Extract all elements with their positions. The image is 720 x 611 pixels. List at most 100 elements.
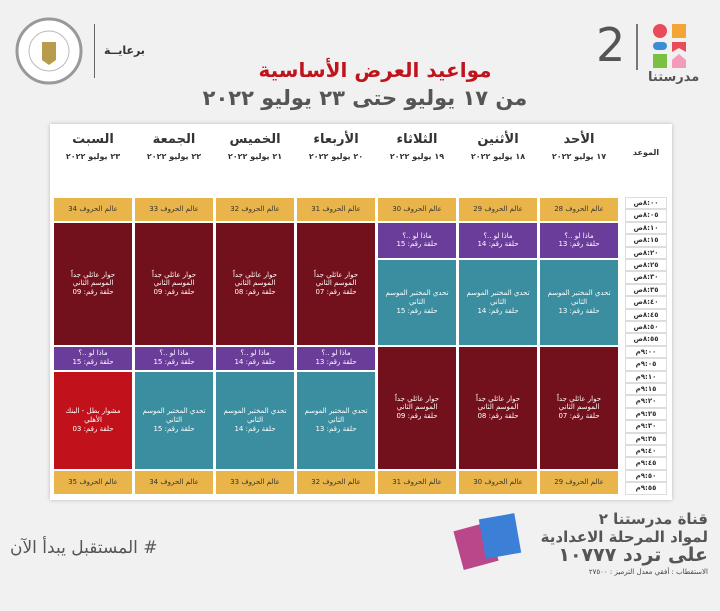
program-title: عالم الحروف 30 xyxy=(473,477,523,486)
program-title: عالم الحروف 34 xyxy=(68,205,118,214)
program-title: تحدي المختبر الموسم الثاني xyxy=(223,407,287,424)
program-title: ماذا لو ..؟ xyxy=(240,349,270,358)
time-slot: ٩:٥٠م xyxy=(625,469,667,483)
program-block: عالم الحروف 30 xyxy=(459,470,537,494)
day-name: الأثنين xyxy=(477,132,519,147)
program-block: تحدي المختبر الموسم الثاني حلقة رقم: 13 xyxy=(297,371,375,469)
program-episode: حلقة رقم: 13 xyxy=(558,306,600,315)
time-slot: ٩:٢٠م xyxy=(625,395,667,408)
program-episode: حلقة رقم: 09 xyxy=(153,288,195,297)
time-slot: ٩:٤٥م xyxy=(625,457,667,470)
program-title: عالم الحروف 32 xyxy=(230,205,280,214)
time-slot: ٩:٠٠م xyxy=(625,345,667,359)
time-slot: ٩:٠٥م xyxy=(625,358,667,371)
day-name: الأربعاء xyxy=(313,132,359,147)
program-block: ماذا لو ..؟ حلقة رقم: 15 xyxy=(378,222,456,258)
program-episode: حلقة رقم: 14 xyxy=(234,358,276,367)
day-date: ٢٢ يوليو ٢٠٢٢ xyxy=(146,152,202,161)
program-title: ماذا لو ..؟ xyxy=(321,349,351,358)
program-title: ماذا لو ..؟ xyxy=(564,231,594,240)
time-slot: ٩:٥٥م xyxy=(625,482,667,495)
program-title: ماذا لو ..؟ xyxy=(159,349,189,358)
program-title: ماذا لو ..؟ xyxy=(78,349,108,358)
program-title: حوار عائلي جداً الموسم الثاني xyxy=(556,394,602,412)
channel-logo xyxy=(653,24,686,68)
channel-number: 2 xyxy=(596,18,626,72)
program-block: تحدي المختبر الموسم الثاني حلقة رقم: 15 xyxy=(135,371,213,469)
program-block: عالم الحروف 30 xyxy=(378,198,456,221)
program-title: ماذا لو ..؟ xyxy=(483,231,513,240)
program-block: عالم الحروف 34 xyxy=(54,198,132,221)
program-block: تحدي المختبر الموسم الثاني حلقة رقم: 13 xyxy=(540,260,618,345)
program-block: حوار عائلي جداً الموسم الثاني حلقة رقم: 0… xyxy=(459,346,537,469)
program-episode: حلقة رقم: 07 xyxy=(558,412,600,421)
program-title: عالم الحروف 33 xyxy=(149,205,199,214)
program-title: حوار عائلي جداً الموسم الثاني xyxy=(151,270,197,288)
program-episode: حلقة رقم: 15 xyxy=(72,358,114,367)
brand: مدرستنا xyxy=(648,70,700,85)
day-name: الأحد xyxy=(563,132,595,147)
time-slot: ٨:٥٥ص xyxy=(625,333,667,346)
program-block: ماذا لو ..؟ حلقة رقم: 15 xyxy=(135,346,213,370)
specs: الاستقطاب : أفقي معدل الترميز : ٢٧٥٠٠ xyxy=(588,568,708,576)
program-block: عالم الحروف 29 xyxy=(459,198,537,221)
time-slot: ٨:٠٠ص xyxy=(625,197,667,210)
program-block: ماذا لو ..؟ حلقة رقم: 14 xyxy=(459,222,537,258)
program-episode: حلقة رقم: 15 xyxy=(396,306,438,315)
hashtag: # المستقبل يبدأ الآن xyxy=(10,538,158,558)
program-episode: حلقة رقم: 14 xyxy=(477,306,519,315)
program-block: حوار عائلي جداً الموسم الثاني حلقة رقم: 0… xyxy=(135,222,213,345)
time-slot: ٨:٢٠ص xyxy=(625,246,667,259)
program-block: عالم الحروف 31 xyxy=(297,198,375,221)
time-slot: ٨:١٥ص xyxy=(625,234,667,247)
day-date: ٢٠ يوليو ٢٠٢٢ xyxy=(308,152,364,161)
time-slot: ٩:١٠م xyxy=(625,370,667,383)
program-title: حوار عائلي جداً الموسم الثاني xyxy=(394,394,440,412)
day-name: السبت xyxy=(72,132,114,147)
program-episode: حلقة رقم: 14 xyxy=(477,240,519,249)
program-episode: حلقة رقم: 07 xyxy=(315,288,357,297)
time-slot: ٨:٣٥ص xyxy=(625,283,667,297)
time-slot: ٨:٥٠ص xyxy=(625,321,667,334)
program-title: عالم الحروف 31 xyxy=(392,477,442,486)
frequency: على تردد ١٠٧٧٧ xyxy=(558,544,708,566)
divider xyxy=(94,24,95,78)
program-title: تحدي المختبر الموسم الثاني xyxy=(385,289,449,307)
divider xyxy=(636,24,638,70)
program-title: تحدي المختبر الموسم الثاني xyxy=(142,407,206,424)
program-title: تحدي المختبر الموسم الثاني xyxy=(304,407,368,424)
program-title: عالم الحروف 35 xyxy=(68,477,118,486)
program-block: حوار عائلي جداً الموسم الثاني حلقة رقم: 0… xyxy=(378,346,456,469)
program-title: عالم الحروف 30 xyxy=(392,205,442,214)
program-block: تحدي المختبر الموسم الثاني حلقة رقم: 15 xyxy=(378,260,456,345)
stage: لمواد المرحلة الاعدادية xyxy=(540,528,708,546)
subtitle: من ١٧ يوليو حتى ٢٣ يوليو ٢٠٢٢ xyxy=(202,86,528,110)
program-block: ماذا لو ..؟ حلقة رقم: 13 xyxy=(297,346,375,370)
program-block: تحدي المختبر الموسم الثاني حلقة رقم: 14 xyxy=(459,260,537,345)
time-slot: ٩:٤٠م xyxy=(625,445,667,458)
program-block: ماذا لو ..؟ حلقة رقم: 13 xyxy=(540,222,618,258)
program-episode: حلقة رقم: 14 xyxy=(234,424,276,433)
program-title: حوار عائلي جداً الموسم الثاني xyxy=(475,394,521,412)
books-icon xyxy=(453,513,522,570)
day-date: ٢٣ يوليو ٢٠٢٢ xyxy=(65,152,121,161)
program-block: ماذا لو ..؟ حلقة رقم: 15 xyxy=(54,346,132,370)
program-episode: حلقة رقم: 15 xyxy=(153,424,195,433)
program-episode: حلقة رقم: 08 xyxy=(234,288,276,297)
program-title: عالم الحروف 29 xyxy=(473,205,523,214)
program-title: حوار عائلي جداً الموسم الثاني xyxy=(70,270,116,288)
program-title: عالم الحروف 31 xyxy=(311,205,361,214)
program-episode: حلقة رقم: 03 xyxy=(72,424,114,433)
sponsor: برعايــة xyxy=(104,44,145,57)
ministry-logo xyxy=(15,17,83,85)
program-block: عالم الحروف 34 xyxy=(135,470,213,494)
time-slot: ٨:١٠ص xyxy=(625,221,667,235)
program-block: حوار عائلي جداً الموسم الثاني حلقة رقم: 0… xyxy=(297,222,375,345)
program-block: ماذا لو ..؟ حلقة رقم: 14 xyxy=(216,346,294,370)
program-episode: حلقة رقم: 09 xyxy=(72,288,114,297)
time-slot: ٩:٢٥م xyxy=(625,407,667,421)
program-title: عالم الحروف 32 xyxy=(311,477,361,486)
program-block: عالم الحروف 33 xyxy=(216,470,294,494)
program-block: عالم الحروف 33 xyxy=(135,198,213,221)
